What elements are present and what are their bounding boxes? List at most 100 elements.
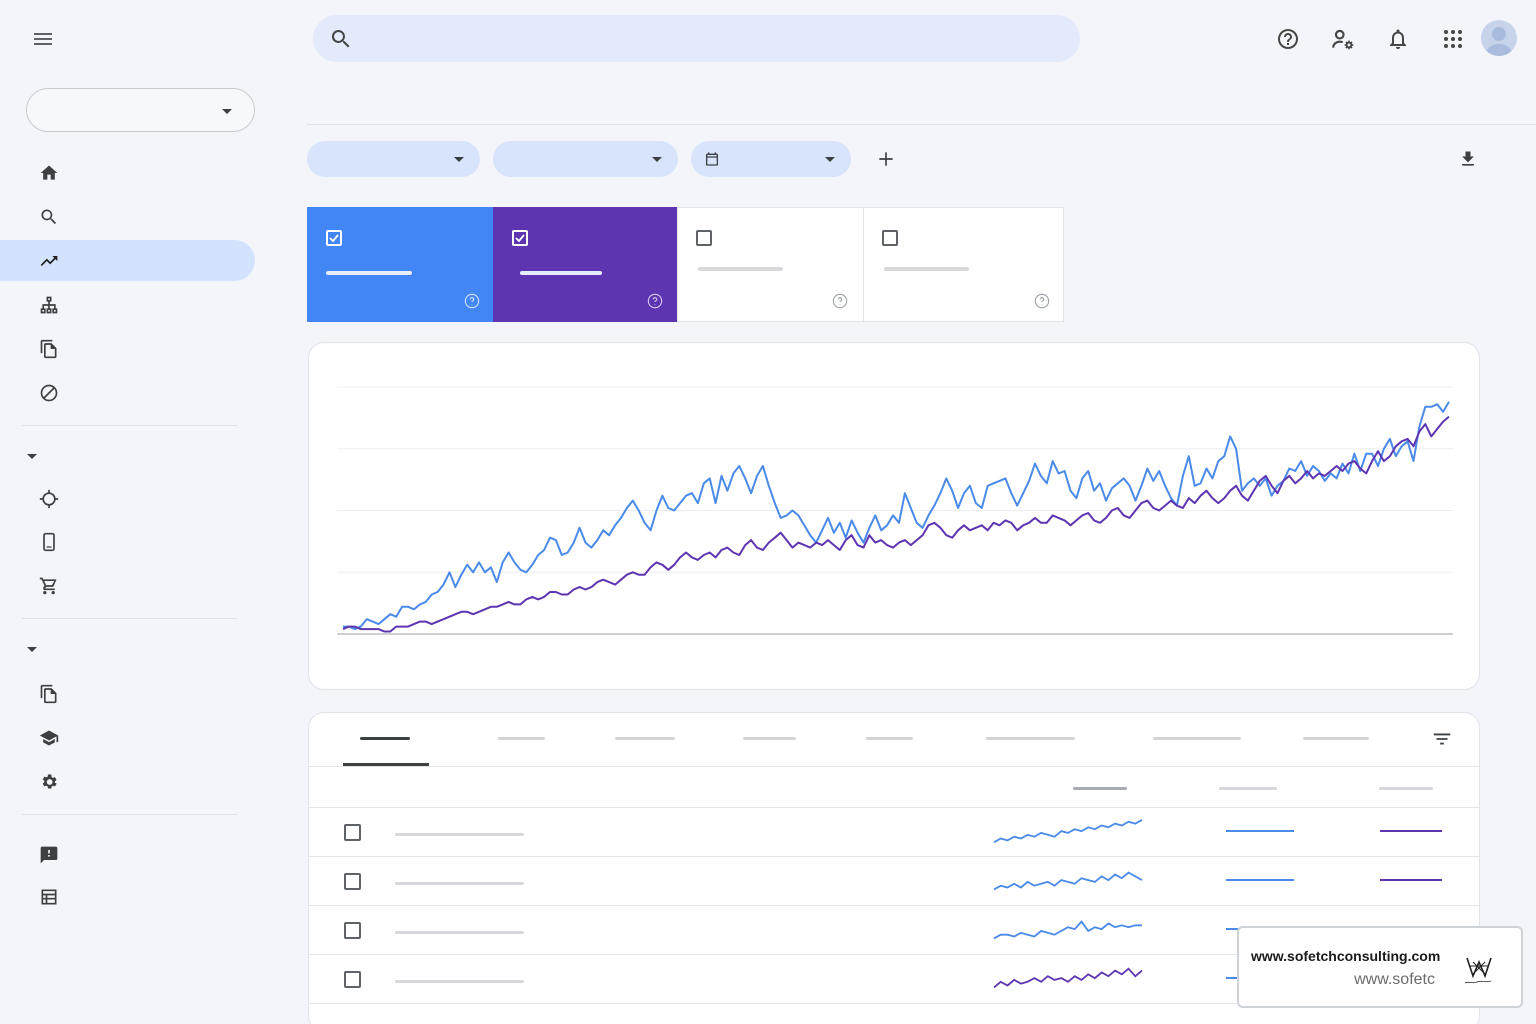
sidebar-divider: [22, 618, 237, 619]
sidebar-divider: [22, 425, 237, 426]
metric-card-average-ctr[interactable]: [677, 207, 864, 322]
add-filter-button[interactable]: [870, 143, 902, 175]
account-avatar[interactable]: [1481, 20, 1517, 56]
metric-label-placeholder: [884, 267, 969, 271]
smartphone-icon: [38, 531, 60, 553]
sidebar-item-learning[interactable]: [0, 717, 255, 758]
tab-8[interactable]: [1303, 737, 1369, 740]
watermark-line-1: www.sofetchconsulting.com: [1251, 948, 1441, 964]
row-checkbox[interactable]: [344, 824, 361, 841]
caret-down-icon: [27, 646, 37, 652]
main-menu-button[interactable]: [26, 22, 60, 56]
row-trend-sparkline: [993, 871, 1143, 891]
active-tab-indicator: [343, 763, 429, 766]
apps-button[interactable]: [1436, 22, 1470, 56]
sidebar-item-mobile-usability[interactable]: [0, 521, 255, 562]
tab-dates[interactable]: [986, 737, 1075, 740]
search-input[interactable]: [369, 15, 1059, 62]
row-label: [395, 833, 524, 836]
sidebar-section-toggle[interactable]: [22, 446, 42, 466]
metric-card-average-position[interactable]: [863, 207, 1064, 322]
check-icon: [515, 234, 525, 243]
sidebar-item-performance[interactable]: [0, 240, 255, 281]
row-impressions-value: [1380, 879, 1442, 881]
metric-checkbox[interactable]: [512, 230, 528, 246]
copy-icon: [38, 338, 60, 360]
crosshair-icon: [38, 488, 60, 510]
sidebar-item-url-inspection[interactable]: [0, 196, 255, 237]
row-checkbox[interactable]: [344, 971, 361, 988]
column-header-trend[interactable]: [1073, 787, 1127, 790]
table-row[interactable]: [309, 857, 1479, 906]
sidebar-item-links[interactable]: [0, 673, 255, 714]
metric-label-placeholder: [698, 267, 783, 271]
metric-checkbox[interactable]: [882, 230, 898, 246]
property-selector[interactable]: [26, 88, 255, 132]
metric-checkbox[interactable]: [696, 230, 712, 246]
sparkline-path: [993, 819, 1143, 844]
watermark-line-2: www.sofetc: [1354, 971, 1435, 988]
table-filter-button[interactable]: [1427, 725, 1457, 753]
column-header-impressions[interactable]: [1379, 787, 1433, 790]
help-icon[interactable]: [464, 293, 480, 309]
manage-accounts-icon: [1332, 29, 1354, 50]
search-type-filter[interactable]: [307, 141, 480, 177]
tab-devices[interactable]: [743, 737, 796, 740]
tab-search-appearance[interactable]: [866, 737, 913, 740]
metric-card-total-clicks[interactable]: [307, 207, 494, 322]
trending-up-icon: [38, 250, 60, 272]
user-settings-button[interactable]: [1326, 22, 1360, 56]
search-bar[interactable]: [313, 15, 1080, 62]
tab-7[interactable]: [1153, 737, 1241, 740]
sidebar-item-removals[interactable]: [0, 372, 255, 413]
row-label: [395, 931, 524, 934]
help-button[interactable]: [1271, 22, 1305, 56]
row-checkbox[interactable]: [344, 873, 361, 890]
metric-checkbox[interactable]: [326, 230, 342, 246]
watermark-overlay: www.sofetchconsulting.com www.sofetc: [1237, 926, 1523, 1008]
performance-chart-panel: [308, 342, 1480, 690]
sidebar-item-about[interactable]: [0, 876, 255, 917]
date-range-filter[interactable]: [691, 141, 851, 177]
sidebar-item-core-web-vitals[interactable]: [0, 478, 255, 519]
metric-card-total-impressions[interactable]: [493, 207, 678, 322]
tab-pages[interactable]: [498, 737, 545, 740]
export-button[interactable]: [1452, 143, 1484, 175]
metric-label-placeholder: [326, 271, 412, 275]
sidebar-item-home[interactable]: [0, 152, 255, 193]
sidebar-item-settings[interactable]: [0, 761, 255, 802]
row-clicks-value: [1226, 830, 1294, 832]
sidebar-item-pages[interactable]: [0, 328, 255, 369]
sidebar-item-shopping[interactable]: [0, 565, 255, 606]
gear-icon: [38, 771, 60, 793]
column-header-clicks[interactable]: [1219, 787, 1277, 790]
row-clicks-value: [1226, 879, 1294, 881]
table-divider: [309, 954, 1479, 955]
copy-icon: [38, 683, 60, 705]
sidebar-item-feedback[interactable]: [0, 834, 255, 875]
row-checkbox[interactable]: [344, 922, 361, 939]
performance-line-chart[interactable]: [309, 343, 1481, 691]
help-icon[interactable]: [1034, 293, 1050, 309]
sidebar-divider: [22, 814, 237, 815]
row-impressions-value: [1380, 830, 1442, 832]
tab-countries[interactable]: [615, 737, 675, 740]
notifications-button[interactable]: [1381, 22, 1415, 56]
caret-down-icon: [454, 157, 464, 162]
chart-series-line-2: [342, 415, 1450, 633]
sidebar-item-sitemaps[interactable]: [0, 284, 255, 325]
caret-down-icon: [222, 109, 232, 114]
sitemap-icon: [38, 294, 60, 316]
calendar-icon: [706, 152, 718, 166]
help-icon[interactable]: [647, 293, 663, 309]
help-icon[interactable]: [832, 293, 848, 309]
apps-grid-icon: [1444, 30, 1462, 48]
tab-queries[interactable]: [360, 737, 410, 740]
person-icon: [1485, 27, 1513, 56]
filter-list-icon: [1433, 733, 1451, 745]
table-row[interactable]: [309, 808, 1479, 857]
date-preset-filter[interactable]: [493, 141, 678, 177]
list-icon: [38, 886, 60, 908]
sidebar-section-toggle[interactable]: [22, 639, 42, 659]
cart-icon: [38, 575, 60, 597]
